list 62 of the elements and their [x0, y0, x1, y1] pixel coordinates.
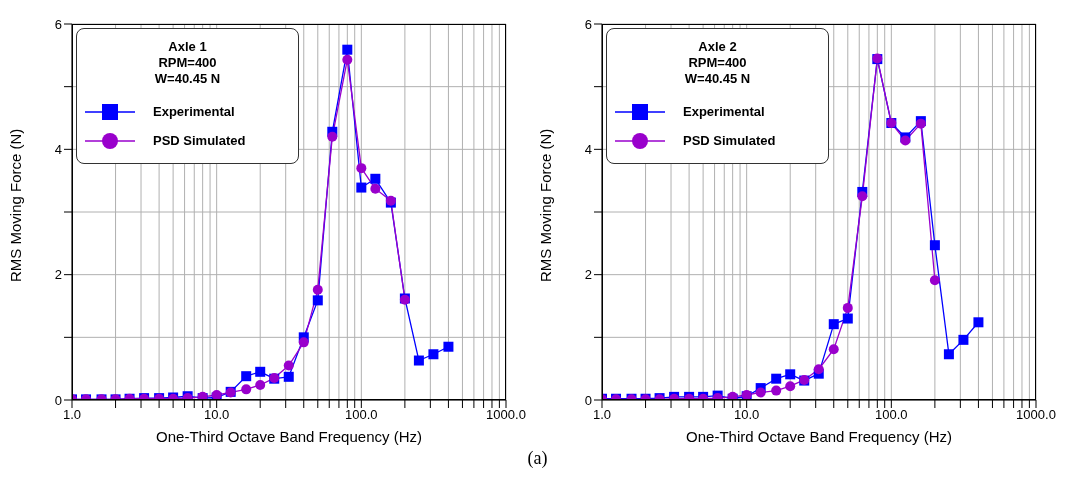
- x-tick-label: 1.0: [62, 407, 82, 423]
- point: [771, 373, 782, 384]
- point: [298, 337, 309, 348]
- point: [428, 349, 439, 360]
- point: [443, 341, 454, 352]
- point: [356, 163, 367, 174]
- x-axis-title: One-Third Octave Band Frequency (Hz): [686, 428, 952, 445]
- legend-title: Axle 2 RPM=400 W=40.45 N: [683, 39, 752, 87]
- y-tick-label: 6: [54, 16, 62, 32]
- point: [312, 284, 323, 295]
- point: [356, 182, 367, 193]
- x-tick-label: 100.0: [875, 407, 908, 423]
- point: [785, 381, 796, 392]
- x-tick-label: 100.0: [345, 407, 378, 423]
- point: [929, 275, 940, 286]
- y-tick-label: 4: [584, 141, 592, 157]
- legend-title: Axle 1 RPM=400 W=40.45 N: [153, 39, 222, 87]
- legend-label: Experimental: [683, 104, 765, 119]
- point: [857, 191, 868, 202]
- point: [255, 379, 266, 390]
- point: [283, 371, 294, 382]
- point: [771, 385, 782, 396]
- point: [413, 355, 424, 366]
- point: [785, 369, 796, 380]
- point: [973, 317, 984, 328]
- x-tick-label: 1000.0: [486, 407, 526, 423]
- y-tick-label: 2: [54, 267, 62, 283]
- y-tick-label: 4: [54, 141, 62, 157]
- point: [312, 295, 323, 306]
- legend-label: Experimental: [153, 104, 235, 119]
- point: [342, 44, 353, 55]
- text: (a): [526, 448, 549, 469]
- point: [755, 387, 766, 398]
- x-tick-label: 1000.0: [1016, 407, 1056, 423]
- point: [813, 364, 824, 375]
- point: [241, 384, 252, 395]
- point: [370, 183, 381, 194]
- point: [283, 360, 294, 371]
- y-tick-label: 0: [54, 392, 62, 408]
- x-tick-label: 10.0: [204, 407, 230, 423]
- point: [342, 54, 353, 65]
- point: [255, 366, 266, 377]
- x-axis-title: One-Third Octave Band Frequency (Hz): [156, 428, 422, 445]
- point: [943, 349, 954, 360]
- point: [958, 334, 969, 345]
- point: [370, 173, 381, 184]
- legend-label: PSD Simulated: [683, 133, 776, 148]
- point: [241, 371, 252, 382]
- point: [828, 319, 839, 330]
- y-axis-title: RMS Moving Force (N): [7, 128, 25, 282]
- legend-label: PSD Simulated: [153, 133, 246, 148]
- point: [929, 240, 940, 251]
- x-tick-label: 1.0: [592, 407, 612, 423]
- point: [828, 344, 839, 355]
- y-axis-title: RMS Moving Force (N): [537, 128, 555, 282]
- y-tick-label: 0: [584, 392, 592, 408]
- y-tick-label: 6: [584, 16, 592, 32]
- point: [327, 131, 338, 142]
- point: [842, 302, 853, 313]
- y-tick-label: 2: [584, 267, 592, 283]
- x-tick-label: 10.0: [734, 407, 760, 423]
- point: [842, 313, 853, 324]
